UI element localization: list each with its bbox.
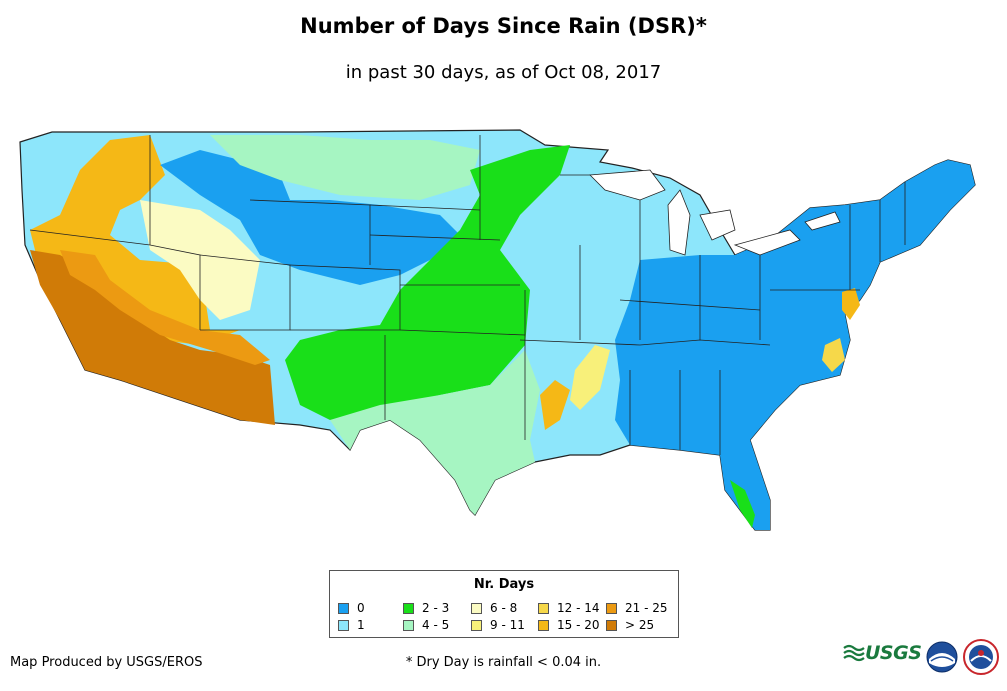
legend-item-over-25: > 25 bbox=[606, 618, 654, 632]
region-northern-rockies-0 bbox=[160, 150, 460, 285]
dry-day-footnote: * Dry Day is rainfall < 0.04 in. bbox=[405, 655, 602, 670]
legend-item-2-3: 2 - 3 bbox=[403, 601, 449, 615]
legend-item-0: 0 bbox=[338, 601, 365, 615]
region-east-0 bbox=[615, 160, 975, 530]
legend-label: > 25 bbox=[625, 618, 655, 632]
legend-swatch bbox=[338, 619, 349, 631]
region-texas-4-5 bbox=[330, 350, 540, 515]
legend-title: Nr. Days bbox=[473, 577, 535, 592]
usgs-logo: USGS bbox=[843, 642, 922, 664]
nws-logo-icon bbox=[963, 639, 999, 675]
region-florida-2-3 bbox=[730, 480, 755, 528]
us-days-since-rain-map bbox=[19, 129, 976, 531]
map-title: Number of Days Since Rain (DSR)* bbox=[300, 14, 707, 38]
legend-swatch bbox=[538, 602, 549, 614]
legend-swatch bbox=[471, 619, 482, 631]
legend-swatch bbox=[403, 619, 414, 631]
legend-item-9-11: 9 - 11 bbox=[471, 618, 525, 632]
legend-label: 6 - 8 bbox=[490, 601, 518, 615]
noaa-logo-icon bbox=[926, 641, 958, 673]
legend-label: 4 - 5 bbox=[422, 618, 450, 632]
legend-swatch bbox=[403, 602, 414, 614]
map-credit: Map Produced by USGS/EROS bbox=[10, 655, 203, 670]
legend-swatch bbox=[471, 602, 482, 614]
usgs-logo-text: USGS bbox=[865, 642, 922, 664]
region-pacific-nw-15-20 bbox=[30, 135, 240, 345]
region-outer-banks-12-14 bbox=[822, 338, 845, 372]
region-central-plains-2-3 bbox=[285, 145, 570, 420]
legend-label: 12 - 14 bbox=[557, 601, 600, 615]
legend-swatch bbox=[606, 602, 617, 614]
region-northern-plains-4-5 bbox=[210, 135, 480, 200]
legend-swatch bbox=[606, 619, 617, 631]
legend-swatch bbox=[538, 619, 549, 631]
legend-label: 9 - 11 bbox=[490, 618, 525, 632]
region-southwest-over-25 bbox=[30, 250, 275, 425]
legend-label: 2 - 3 bbox=[422, 601, 450, 615]
region-southwest-21-25 bbox=[60, 250, 270, 365]
state-borders bbox=[29, 135, 906, 455]
legend-item-4-5: 4 - 5 bbox=[403, 618, 449, 632]
legend-label: 15 - 20 bbox=[557, 618, 600, 632]
legend-item-6-8: 6 - 8 bbox=[471, 601, 517, 615]
map-subtitle: in past 30 days, as of Oct 08, 2017 bbox=[345, 62, 662, 83]
legend: Nr. Days 0 1 2 - 3 4 - 5 6 - 8 9 - 11 12… bbox=[329, 570, 679, 638]
legend-item-21-25: 21 - 25 bbox=[606, 601, 668, 615]
legend-label: 0 bbox=[357, 601, 365, 615]
region-lower-miss-15-20 bbox=[540, 380, 570, 430]
usgs-wave-icon bbox=[843, 644, 865, 662]
legend-item-1: 1 bbox=[338, 618, 365, 632]
legend-swatch bbox=[338, 602, 349, 614]
legend-item-15-20: 15 - 20 bbox=[538, 618, 600, 632]
region-arkansas-9-11 bbox=[570, 345, 610, 410]
legend-label: 21 - 25 bbox=[625, 601, 668, 615]
legend-item-12-14: 12 - 14 bbox=[538, 601, 600, 615]
legend-label: 1 bbox=[357, 618, 365, 632]
great-lakes bbox=[589, 169, 841, 256]
region-delmarva-15-20 bbox=[842, 288, 860, 320]
